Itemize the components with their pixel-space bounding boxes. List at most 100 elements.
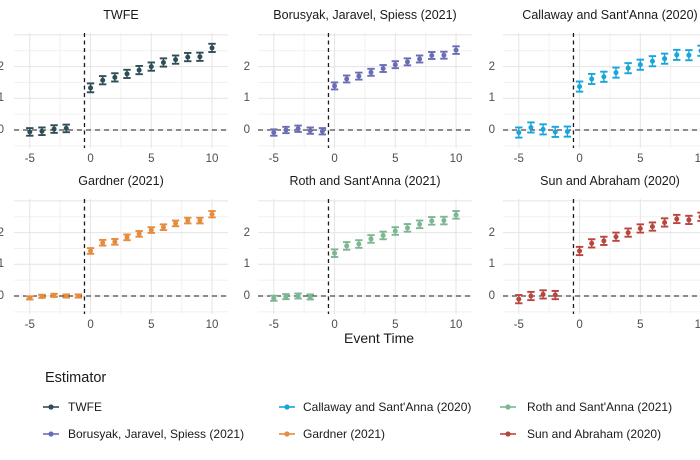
point-estimate-dot	[417, 56, 423, 62]
legend-key-dot	[48, 431, 54, 437]
point-estimate-dot	[209, 45, 215, 51]
legend-title: Estimator	[45, 370, 107, 386]
x-axis-tick-label: -5	[513, 153, 524, 165]
point-estimate-dot	[404, 225, 410, 231]
x-axis-tick-label: 5	[637, 319, 644, 331]
data-point	[403, 223, 412, 233]
data-point	[123, 68, 131, 79]
data-point	[38, 126, 46, 137]
data-point	[26, 127, 34, 137]
point-estimate-dot	[453, 47, 459, 53]
point-estimate-dot	[528, 293, 534, 299]
point-estimate-dot	[63, 293, 69, 299]
data-point	[600, 70, 608, 83]
y-axis-tick-label: 2	[488, 226, 495, 239]
point-estimate-dot	[197, 218, 203, 224]
point-estimate-dot	[319, 128, 325, 134]
point-estimate-dot	[429, 218, 435, 224]
point-estimate-dot	[662, 219, 668, 225]
data-point	[135, 65, 143, 76]
point-estimate-dot	[601, 238, 607, 244]
legend-entry-label: Borusyak, Jaravel, Spiess (2021)	[68, 427, 245, 441]
point-estimate-dot	[100, 77, 106, 83]
x-axis-tick-label: 10	[449, 319, 463, 331]
facet-panel-plot-area	[14, 33, 228, 148]
data-point	[282, 293, 290, 301]
point-estimate-dot	[516, 296, 522, 302]
point-estimate-dot	[332, 250, 338, 256]
x-axis-tick-label: 0	[576, 319, 583, 331]
x-axis-tick-label: 5	[148, 319, 155, 331]
data-point	[318, 127, 327, 136]
legend-key-icon	[279, 404, 295, 410]
point-estimate-dot	[613, 70, 619, 76]
legend-key-icon	[43, 431, 59, 437]
panel-title: Borusyak, Jaravel, Spiess (2021)	[273, 8, 457, 22]
data-point	[159, 223, 168, 232]
data-point	[587, 72, 596, 85]
y-axis-tick-label: 0	[488, 290, 495, 302]
legend-key-icon	[279, 431, 295, 437]
y-axis-tick-label: 0	[488, 124, 495, 136]
data-point	[208, 210, 216, 219]
panel-title: Roth and Sant'Anna (2021)	[289, 174, 441, 188]
point-estimate-dot	[637, 225, 643, 231]
data-point	[428, 51, 436, 60]
data-point	[123, 233, 131, 242]
point-estimate-dot	[577, 84, 583, 90]
data-point	[563, 125, 572, 138]
data-point	[612, 231, 620, 242]
x-axis-tick-label: -5	[24, 319, 35, 331]
y-axis-tick-label: 1	[488, 258, 495, 271]
data-point	[685, 214, 693, 225]
x-axis-tick-label: 10	[694, 319, 700, 331]
point-estimate-dot	[185, 218, 191, 224]
data-point	[282, 125, 290, 135]
legend-entry-label: TWFE	[68, 400, 102, 414]
data-point	[342, 74, 351, 84]
point-estimate-dot	[173, 220, 179, 226]
x-axis-tick-label: 0	[87, 319, 94, 331]
point-estimate-dot	[356, 241, 362, 247]
point-estimate-dot	[39, 128, 45, 134]
point-estimate-dot	[368, 236, 374, 242]
data-point	[330, 248, 339, 258]
data-point	[428, 216, 436, 226]
data-point	[624, 227, 632, 238]
data-point	[294, 292, 302, 300]
data-point	[270, 128, 278, 137]
data-point	[98, 75, 107, 86]
y-axis-tick-label: 0	[243, 124, 250, 136]
data-point	[440, 50, 448, 60]
point-estimate-dot	[453, 212, 459, 218]
x-axis-tick-label: 10	[205, 153, 219, 165]
panel-title: Callaway and Sant'Anna (2020)	[522, 8, 698, 22]
point-estimate-dot	[552, 129, 558, 135]
data-point	[270, 294, 278, 302]
data-point	[539, 289, 547, 300]
x-axis-tick-label: -5	[268, 153, 279, 165]
point-estimate-dot	[51, 126, 57, 132]
point-estimate-dot	[577, 248, 583, 254]
data-point	[379, 230, 387, 241]
point-estimate-dot	[307, 294, 313, 300]
panel-title: TWFE	[103, 8, 139, 22]
data-point	[452, 210, 460, 220]
y-axis-tick-label: 2	[243, 60, 250, 73]
point-estimate-dot	[27, 295, 33, 301]
data-point	[26, 295, 34, 301]
data-point	[294, 124, 302, 133]
point-estimate-dot	[112, 74, 118, 80]
point-estimate-dot	[392, 62, 398, 68]
data-point	[515, 126, 523, 139]
point-estimate-dot	[404, 59, 410, 65]
x-axis-tick-label: 10	[205, 319, 219, 331]
legend-key-icon	[43, 404, 59, 410]
y-axis-tick-label: 1	[488, 92, 495, 105]
data-point	[159, 57, 168, 68]
legend-key-icon	[500, 404, 516, 410]
point-estimate-dot	[674, 52, 680, 58]
x-axis-tick-label: 5	[637, 153, 644, 165]
y-axis-tick-label: 0	[0, 124, 4, 136]
